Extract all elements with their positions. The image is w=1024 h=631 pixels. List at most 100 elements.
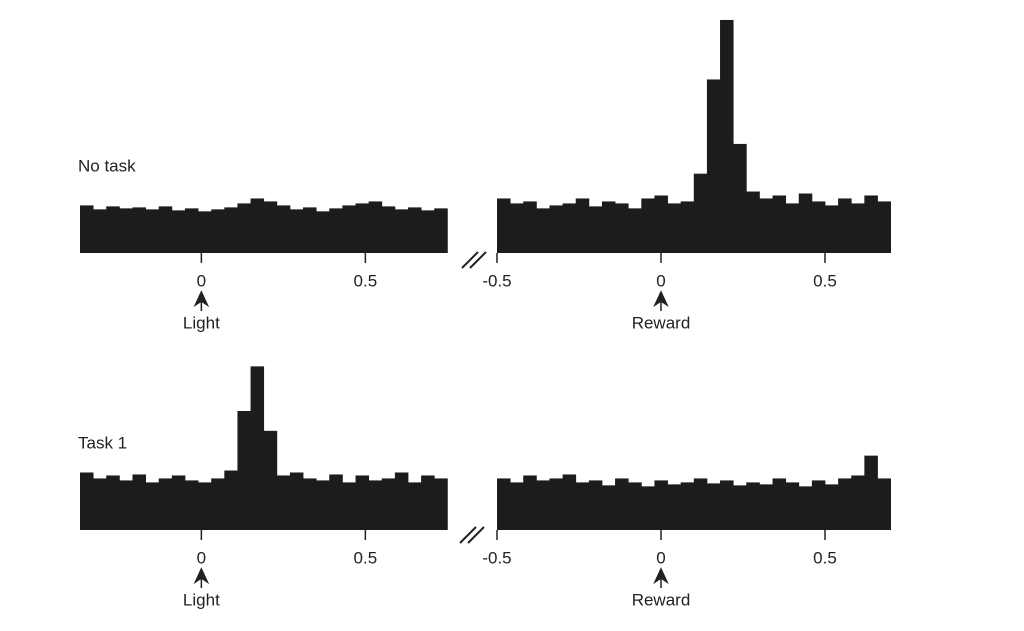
histogram-bar xyxy=(303,478,317,530)
histogram-bar xyxy=(434,208,448,253)
histogram-bar xyxy=(562,203,577,253)
break-mark xyxy=(467,526,485,544)
histogram-bar xyxy=(497,198,511,253)
axis-break xyxy=(459,526,485,544)
event-label: Reward xyxy=(632,313,691,332)
histogram-bar xyxy=(772,478,787,530)
x-tick-label: 0 xyxy=(197,271,206,290)
histogram-bar xyxy=(654,195,668,253)
histogram-bar xyxy=(575,198,590,253)
panel-label: Task 1 xyxy=(78,433,127,452)
histogram-bar xyxy=(746,191,760,253)
histogram-bar xyxy=(263,201,278,253)
histogram-bar xyxy=(497,478,511,530)
histogram-bar xyxy=(224,470,238,530)
histogram-bar xyxy=(368,480,383,530)
histogram-bar xyxy=(667,203,682,253)
break-mark xyxy=(469,251,487,269)
histogram-bar xyxy=(237,411,251,530)
histogram-bar xyxy=(549,478,563,530)
histogram-bar xyxy=(746,482,760,530)
histogram-bar xyxy=(785,203,800,253)
histogram-bar xyxy=(93,209,107,253)
histogram-bar xyxy=(224,207,238,253)
histogram-bar xyxy=(680,482,695,530)
histogram-bar xyxy=(303,207,317,253)
x-tick-label: -0.5 xyxy=(482,271,511,290)
histogram-bar xyxy=(811,480,826,530)
histogram-bar xyxy=(329,474,343,530)
histogram-bar xyxy=(523,201,537,253)
histogram-bar xyxy=(119,480,133,530)
histogram-bar xyxy=(381,206,396,253)
histogram-bar xyxy=(211,478,225,530)
histogram-bar xyxy=(772,195,787,253)
histogram-bar xyxy=(106,206,120,253)
histogram-bar xyxy=(289,472,304,530)
histogram-bar xyxy=(706,483,721,530)
histogram-bar xyxy=(421,210,435,253)
histogram-bar xyxy=(211,209,225,253)
x-tick-label: 0.5 xyxy=(813,548,837,567)
histogram-bar xyxy=(145,482,160,530)
histogram-bar xyxy=(434,478,448,530)
histogram-bar xyxy=(536,208,550,253)
event-arrow xyxy=(653,567,669,588)
histogram-bar xyxy=(132,474,146,530)
histogram-bar xyxy=(510,203,524,253)
histogram-bar xyxy=(145,209,160,253)
x-tick-label: 0.5 xyxy=(354,271,378,290)
histogram-bar xyxy=(877,201,891,253)
histogram-bar xyxy=(158,478,173,530)
histogram-bar xyxy=(693,478,708,530)
histogram-bar xyxy=(381,478,396,530)
histogram-bar xyxy=(601,485,616,530)
histogram-bar xyxy=(628,208,642,253)
histogram-bar xyxy=(80,472,94,530)
histogram-bar xyxy=(171,210,186,253)
histogram-bar xyxy=(250,366,265,530)
event-arrow xyxy=(193,567,210,588)
histogram-bar xyxy=(93,478,107,530)
histogram-bar xyxy=(510,482,524,530)
histogram-bar xyxy=(628,482,642,530)
histogram-bar xyxy=(733,143,747,253)
histogram-bar xyxy=(250,198,265,253)
histogram-bar xyxy=(158,206,173,253)
histogram-bar xyxy=(720,19,734,254)
histogram-bar xyxy=(693,173,708,253)
histogram-bar xyxy=(615,203,629,253)
x-tick-label: 0.5 xyxy=(354,548,378,567)
histogram-bar xyxy=(355,475,370,530)
histogram-bar xyxy=(641,486,655,530)
histogram-bar xyxy=(171,475,186,530)
event-label: Light xyxy=(183,590,220,609)
histogram-bar xyxy=(523,475,537,530)
x-tick-label: -0.5 xyxy=(482,548,511,567)
histogram-bar xyxy=(798,193,813,253)
histogram-bar xyxy=(864,455,878,530)
histogram-bar xyxy=(237,203,251,253)
x-tick-label: 0 xyxy=(197,548,206,567)
histogram-bar xyxy=(811,201,826,253)
histogram-bar xyxy=(877,478,891,530)
histogram-bar xyxy=(394,472,409,530)
histogram-bar xyxy=(132,207,146,253)
histogram-bar xyxy=(851,475,865,530)
x-tick-label: 0 xyxy=(656,271,665,290)
x-tick-label: 0 xyxy=(656,548,665,567)
histogram-bar xyxy=(759,484,773,530)
histogram-bar xyxy=(276,205,291,253)
histogram-bar xyxy=(355,203,370,253)
histogram-bar xyxy=(549,205,563,253)
histogram-bar xyxy=(562,474,577,530)
axis-break xyxy=(461,251,487,269)
histogram-bar xyxy=(706,79,721,253)
histogram-bar xyxy=(329,208,343,253)
histogram-bar xyxy=(798,486,813,530)
histogram-bar xyxy=(536,480,550,530)
histogram-bar xyxy=(316,480,330,530)
histogram-bar xyxy=(825,205,839,253)
histogram-bar xyxy=(184,480,199,530)
